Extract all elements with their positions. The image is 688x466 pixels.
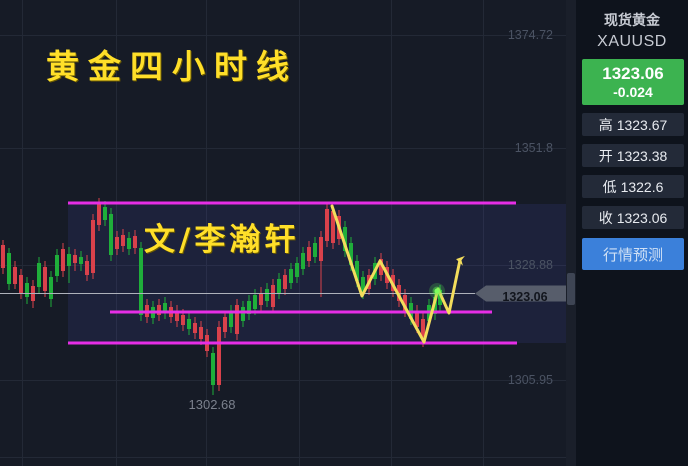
quote-change: -0.024	[613, 83, 653, 100]
prediction-arrow[interactable]	[330, 204, 465, 344]
low-price-annotation: 1302.68	[189, 397, 236, 412]
quote-sidebar: 现货黄金 XAUUSD 1323.06 -0.024 高 1323.67 开 1…	[576, 0, 688, 466]
instrument-name: 现货黄金	[604, 12, 660, 28]
stat-high: 高 1323.67	[582, 113, 684, 136]
channel-trendlines[interactable]	[68, 201, 517, 345]
instrument-symbol: XAUUSD	[597, 33, 667, 50]
stat-open-value: 1323.38	[616, 147, 668, 164]
scrollbar-track[interactable]	[566, 0, 576, 466]
price-tag-value: 1323.06	[502, 290, 547, 304]
scrollbar-thumb[interactable]	[567, 273, 575, 305]
stat-close: 收 1323.06	[582, 206, 684, 229]
stat-low: 低 1322.6	[582, 175, 684, 198]
stat-close-label: 收	[598, 209, 613, 226]
chart-panel[interactable]: 1323.06 1374.72 1351.8 1328.88 1305.95 1302.…	[0, 0, 566, 466]
channel-fill	[68, 204, 566, 343]
stat-high-value: 1323.67	[616, 116, 668, 133]
stat-close-value: 1323.06	[616, 209, 668, 226]
stat-low-label: 低	[602, 178, 617, 195]
stat-high-label: 高	[598, 116, 613, 133]
grid-lines	[0, 0, 566, 466]
chart-author: 文/李瀚轩	[144, 222, 300, 258]
forecast-button[interactable]: 行情预测	[582, 238, 684, 270]
y-axis-label: 1374.72	[508, 28, 553, 42]
y-axis-label: 1305.95	[508, 373, 553, 387]
y-axis-label: 1328.88	[508, 258, 553, 272]
candlestick-chart[interactable]: 1323.06 1374.72 1351.8 1328.88 1305.95 1302.…	[0, 0, 566, 466]
quote-price-box: 1323.06 -0.024	[582, 59, 684, 105]
stat-low-value: 1322.6	[620, 178, 664, 195]
stat-open-label: 开	[598, 147, 613, 164]
current-price-tag: 1323.06	[475, 285, 566, 304]
stat-open: 开 1323.38	[582, 144, 684, 167]
quote-last-price: 1323.06	[602, 63, 664, 83]
y-axis-label: 1351.8	[515, 141, 553, 155]
chart-title: 黄金四小时线	[46, 47, 298, 86]
y-axis-labels: 1374.72 1351.8 1328.88 1305.95 1302.68	[189, 28, 554, 412]
